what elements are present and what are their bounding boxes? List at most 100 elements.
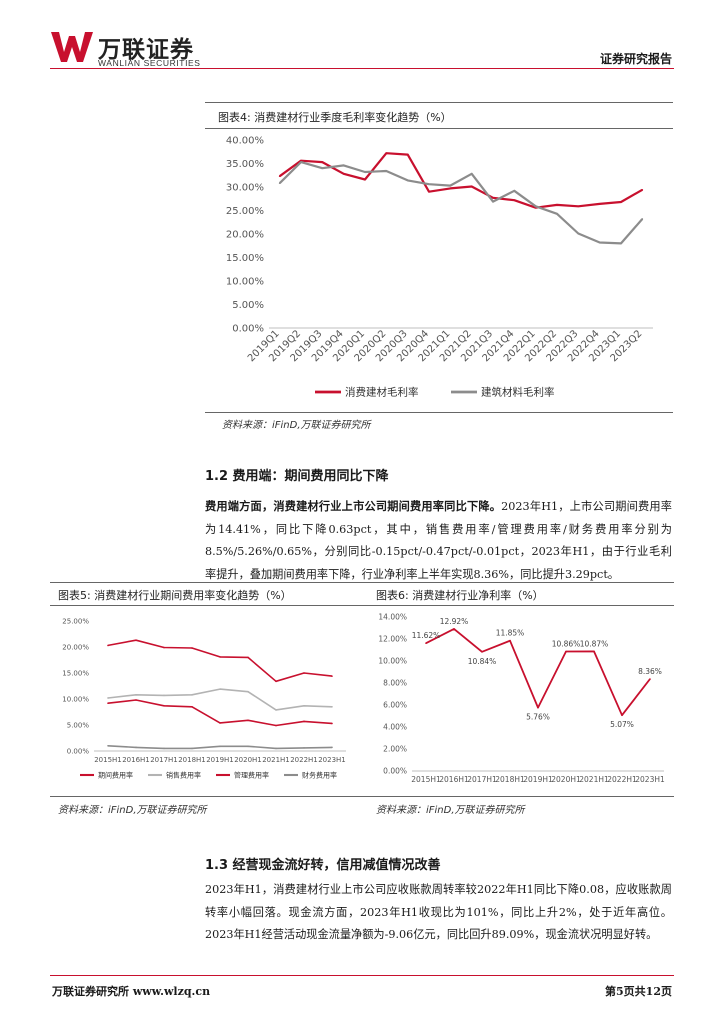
fig5-6-bottom-rule xyxy=(50,796,674,798)
data-point xyxy=(449,187,452,190)
data-point xyxy=(331,706,333,708)
data-point xyxy=(135,639,137,642)
x-tick-label: 2019H1 xyxy=(523,775,553,784)
data-label: 11.85% xyxy=(496,629,525,638)
y-tick-label: 25.00% xyxy=(62,617,89,625)
data-point xyxy=(303,704,305,707)
data-point xyxy=(470,185,473,188)
data-point xyxy=(219,745,221,748)
data-point xyxy=(428,183,430,185)
data-point xyxy=(107,697,109,699)
data-label: 11.62% xyxy=(412,631,441,640)
fig4-title-rule xyxy=(205,128,673,130)
data-point xyxy=(577,232,580,235)
x-tick-label: 2022H1 xyxy=(607,775,637,784)
wanlian-logo-mark xyxy=(51,32,93,62)
data-point xyxy=(247,745,249,748)
data-point xyxy=(247,690,249,693)
y-tick-label: 40.00% xyxy=(226,136,264,147)
x-tick-label: 2020H1 xyxy=(234,756,262,764)
data-point xyxy=(107,644,109,647)
fig5-6-title-rule xyxy=(50,605,674,607)
data-point xyxy=(364,171,366,173)
data-point xyxy=(300,161,302,163)
fig4-quarterly-gross-margin-chart: 0.00% 5.00% 10.00% 15.00% 20.00% 25.00% 30.00%… xyxy=(226,136,653,399)
y-tick-label: 12.00% xyxy=(378,635,407,644)
data-point xyxy=(191,694,193,696)
data-point xyxy=(577,205,580,208)
header-rule xyxy=(50,68,674,69)
y-tick-label: 10.00% xyxy=(226,277,264,288)
data-point xyxy=(275,680,277,683)
data-label: 8.36% xyxy=(638,667,662,676)
data-point xyxy=(513,199,516,201)
data-point xyxy=(492,197,494,199)
series-line-2 xyxy=(107,699,333,727)
data-point xyxy=(598,203,601,205)
y-tick-label: 25.00% xyxy=(226,206,264,217)
y-tick-label: 6.00% xyxy=(383,701,407,710)
data-point xyxy=(649,678,651,680)
data-point xyxy=(641,218,644,220)
data-point xyxy=(537,706,539,709)
fig5-6-top-rule xyxy=(50,582,674,584)
x-tick-label: 2022H1 xyxy=(290,756,318,764)
data-label: 12.92% xyxy=(440,617,469,626)
x-tick-label: 2021H1 xyxy=(579,775,609,784)
data-point xyxy=(163,646,165,649)
fig5-source: 资料来源：iFinD,万联证券研究所 xyxy=(58,805,207,816)
footer-institution: 万联证券研究所 www.wlzq.cn xyxy=(52,985,211,998)
footer-rule xyxy=(50,975,674,976)
data-point xyxy=(331,746,333,749)
y-tick-label: 30.00% xyxy=(226,183,264,194)
data-point xyxy=(598,241,601,244)
data-point xyxy=(621,714,623,717)
x-tick-label: 2015H1 xyxy=(411,775,441,784)
x-tick-label: 2018H1 xyxy=(495,775,525,784)
data-point xyxy=(364,178,366,181)
y-tick-label: 14.00% xyxy=(378,613,407,622)
data-point xyxy=(275,747,277,750)
data-point xyxy=(593,650,595,653)
data-point xyxy=(481,650,483,653)
x-tick-label: 2020H1 xyxy=(551,775,581,784)
data-point xyxy=(107,702,109,704)
data-point xyxy=(425,642,427,644)
y-tick-label: 5.00% xyxy=(67,721,90,729)
data-point xyxy=(509,639,511,642)
fig4-source: 资料来源：iFinD,万联证券研究所 xyxy=(222,420,371,431)
data-point xyxy=(620,242,622,245)
data-point xyxy=(342,173,345,175)
data-label: 10.87% xyxy=(580,639,609,648)
data-point xyxy=(406,179,409,182)
series-line-0 xyxy=(425,627,651,717)
data-point xyxy=(275,724,277,727)
data-point xyxy=(247,719,249,722)
fig6-source: 资料来源：iFinD,万联证券研究所 xyxy=(376,805,525,816)
section-1-2-heading: 1.2 费用端：期间费用同比下降 xyxy=(205,469,389,484)
y-tick-label: 10.00% xyxy=(378,657,407,666)
data-point xyxy=(247,656,249,659)
data-point xyxy=(278,182,281,185)
y-tick-label: 20.00% xyxy=(62,643,89,651)
data-point xyxy=(331,675,333,677)
legend-label: 管理费用率 xyxy=(234,770,269,779)
data-point xyxy=(385,152,388,154)
fig5-title: 图表5: 消费建材行业期间费用率变化趋势（%） xyxy=(58,589,292,602)
x-tick-label: 2016H1 xyxy=(439,775,469,784)
series-line-1 xyxy=(107,688,333,711)
data-point xyxy=(163,694,165,697)
section-1-3-heading: 1.3 经营现金流好转，信用减值情况改善 xyxy=(205,858,441,873)
x-tick-label: 2016H1 xyxy=(122,756,150,764)
legend-label: 财务费用率 xyxy=(302,770,337,779)
logo-chinese-name: 万联证券 xyxy=(98,37,194,63)
data-point xyxy=(492,200,494,203)
y-tick-label: 10.00% xyxy=(62,695,89,703)
data-point xyxy=(135,699,137,701)
x-tick-label: 2017H1 xyxy=(150,756,178,764)
logo-english-name: WANLIAN SECURITIES xyxy=(98,58,201,68)
series-line-1 xyxy=(278,160,644,245)
data-point xyxy=(321,161,324,163)
y-tick-label: 4.00% xyxy=(383,723,407,732)
data-point xyxy=(321,167,324,169)
